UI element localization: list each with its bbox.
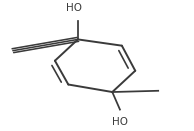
Text: HO: HO — [66, 3, 82, 13]
Text: HO: HO — [112, 117, 128, 127]
